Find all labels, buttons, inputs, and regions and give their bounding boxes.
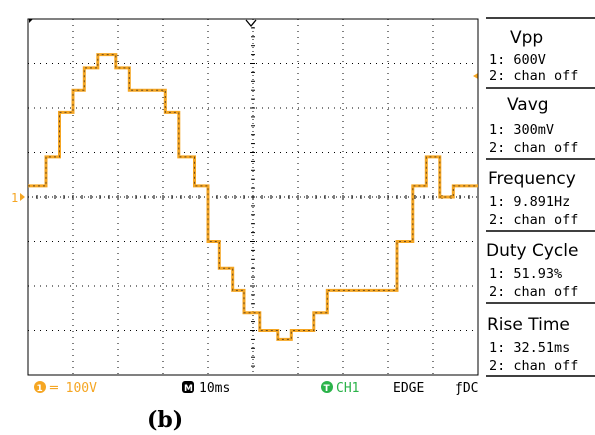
measurement-ch2-value: 2: chan off (489, 68, 578, 84)
measurement-title: Vavg (507, 95, 549, 115)
measurement-ch1-value: 1: 51.93% (489, 266, 562, 282)
ch1-ground-label: 1 (11, 191, 18, 205)
horizontal-position-marker-icon (245, 19, 257, 28)
graticule-grid (27, 18, 479, 376)
measurement-vpp: Vpp 1: 600V 2: chan off (486, 28, 595, 89)
timebase-badge-label: M (184, 384, 193, 394)
measurement-title: Rise Time (487, 315, 570, 335)
measurement-duty-cycle: Duty Cycle 1: 51.93% 2: chan off (486, 241, 595, 304)
ch1-trace (28, 53, 478, 341)
measurement-ch1-value: 1: 32.51ms (489, 340, 570, 356)
measurement-rise-time: Rise Time 1: 32.51ms 2: chan off (486, 315, 595, 377)
measurement-vavg: Vavg 1: 300mV 2: chan off (486, 95, 595, 160)
series-line-detail (28, 54, 478, 340)
measurement-title: Vpp (510, 28, 543, 48)
trigger-level-arrow-icon (473, 73, 478, 79)
measurement-ch1-value: 1: 9.891Hz (489, 194, 570, 210)
measurement-ch2-value: 2: chan off (489, 358, 578, 374)
trigger-badge (321, 381, 333, 393)
status-bar: 1 ═ 100V M 10ms T CH1 EDGE ƒDC (34, 381, 478, 396)
figure-caption: (b) (147, 407, 183, 433)
trigger-type: EDGE (393, 381, 424, 396)
trigger-position-marker-icon (29, 19, 33, 23)
measurement-ch1-value: 1: 300mV (489, 122, 554, 138)
trigger-indicator: T CH1 EDGE ƒDC (321, 381, 478, 396)
ch1-ground-arrow-icon (20, 193, 25, 201)
measurement-ch2-value: 2: chan off (489, 284, 578, 300)
timebase-badge (182, 381, 194, 393)
measurement-title: Duty Cycle (486, 241, 578, 261)
ch1-badge (34, 381, 46, 393)
trigger-badge-label: T (324, 384, 331, 394)
measurement-frequency: Frequency 1: 9.891Hz 2: chan off (486, 169, 595, 232)
measurement-ch2-value: 2: chan off (489, 140, 578, 156)
timebase-value: 10ms (199, 381, 230, 396)
measurement-ch2-value: 2: chan off (489, 212, 578, 228)
ch1-scale-value: ═ 100V (49, 381, 97, 396)
measurement-panel: Vpp 1: 600V 2: chan off Vavg 1: 300mV 2:… (473, 17, 595, 377)
trigger-coupling: ƒDC (455, 381, 478, 396)
waveform-display: 1 (11, 18, 479, 376)
measurement-ch1-value: 1: 600V (489, 52, 546, 68)
ch1-scale-indicator: 1 ═ 100V (34, 381, 97, 396)
ch1-badge-label: 1 (37, 384, 43, 394)
trigger-source: CH1 (336, 381, 359, 396)
measurement-title: Frequency (488, 169, 576, 189)
timebase-indicator: M 10ms (182, 381, 230, 396)
